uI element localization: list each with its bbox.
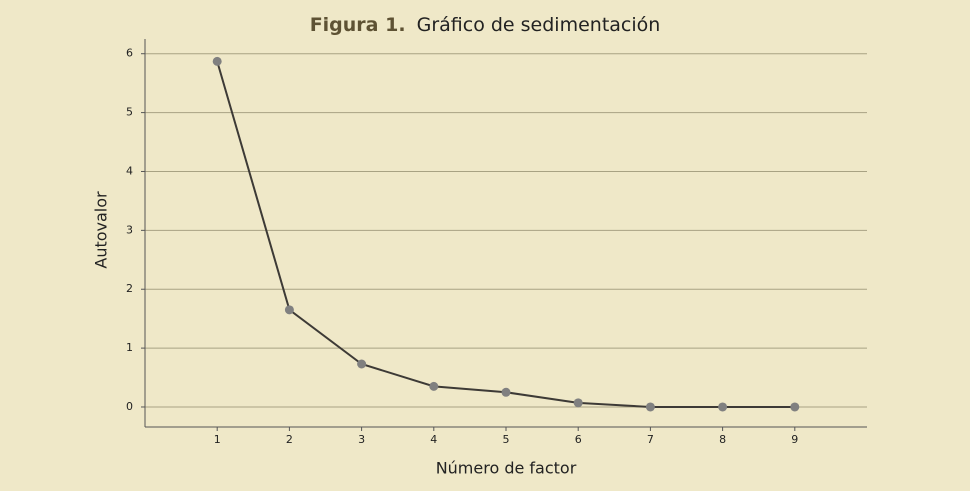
x-tick-label: 3 xyxy=(358,433,365,446)
title-text: Gráfico de sedimentación xyxy=(417,14,661,36)
x-tick-label: 1 xyxy=(214,433,221,446)
point xyxy=(429,381,439,391)
point xyxy=(284,305,294,315)
y-tick-label: 4 xyxy=(126,164,133,177)
point xyxy=(357,359,367,369)
point xyxy=(718,402,728,412)
x-tick-label: 6 xyxy=(575,433,582,446)
y-tick-label: 1 xyxy=(126,341,133,354)
point xyxy=(212,56,222,66)
y-tick-label: 0 xyxy=(126,400,133,413)
x-tick-label: 4 xyxy=(430,433,437,446)
point xyxy=(645,402,655,412)
y-tick-label: 3 xyxy=(126,223,133,236)
point xyxy=(790,402,800,412)
y-tick-label: 2 xyxy=(126,282,133,295)
x-tick-label: 7 xyxy=(647,433,654,446)
y-tick-label: 6 xyxy=(126,47,133,60)
x-tick-label: 8 xyxy=(719,433,726,446)
x-tick-label: 2 xyxy=(286,433,293,446)
figure-label: Figura 1. xyxy=(310,14,406,36)
point xyxy=(501,387,511,397)
x-axis-label: Número de factor xyxy=(436,459,577,478)
y-axis-label: Autovalor xyxy=(92,191,111,269)
y-tick-label: 5 xyxy=(126,106,133,119)
x-tick-label: 9 xyxy=(791,433,798,446)
point xyxy=(573,398,583,408)
x-tick-label: 5 xyxy=(503,433,510,446)
chart-title: Figura 1. Gráfico de sedimentación xyxy=(310,14,661,36)
